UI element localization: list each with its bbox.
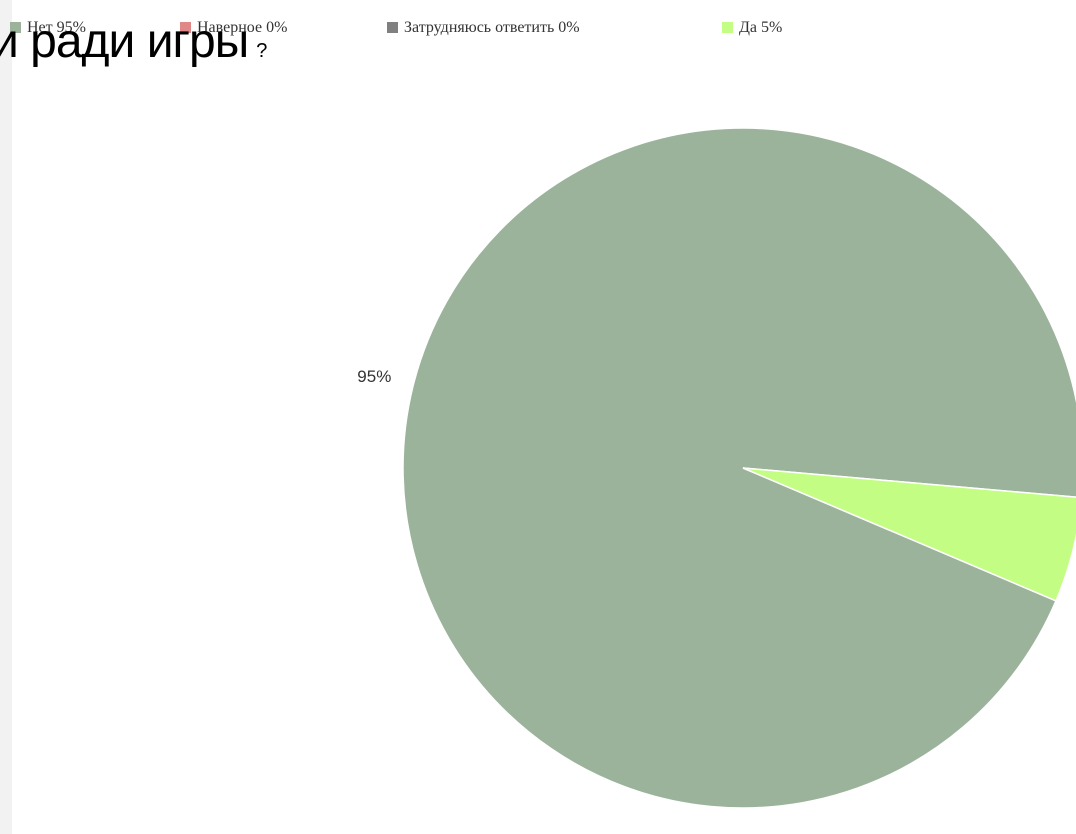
legend-swatch-no <box>10 22 21 33</box>
legend-label-maybe: Наверное 0% <box>197 19 288 36</box>
legend-item-hard-to-say: Затрудняюсь ответить 0% <box>387 18 580 38</box>
legend-label-yes: Да 5% <box>739 19 783 36</box>
left-edge-strip <box>0 0 12 834</box>
legend-label-no: Нет 95% <box>27 19 86 36</box>
legend-swatch-hard-to-say <box>387 22 398 33</box>
slice-label-no: 95% <box>357 367 391 386</box>
slide-title-text: и ради игры <box>0 15 249 68</box>
legend-label-hard-to-say: Затрудняюсь ответить 0% <box>404 19 580 36</box>
pie-slice-no <box>402 127 1076 809</box>
pie-slice-yes <box>742 467 1076 602</box>
legend-item-no: Нет 95% <box>10 18 86 38</box>
legend-item-maybe: Наверное 0% <box>180 18 287 38</box>
legend-item-yes: Да 5% <box>722 18 782 38</box>
slide-title-suffix: ? <box>256 40 267 62</box>
legend-swatch-maybe <box>180 22 191 33</box>
slide-title: и ради игры? <box>0 15 267 68</box>
legend-swatch-yes <box>722 22 733 33</box>
